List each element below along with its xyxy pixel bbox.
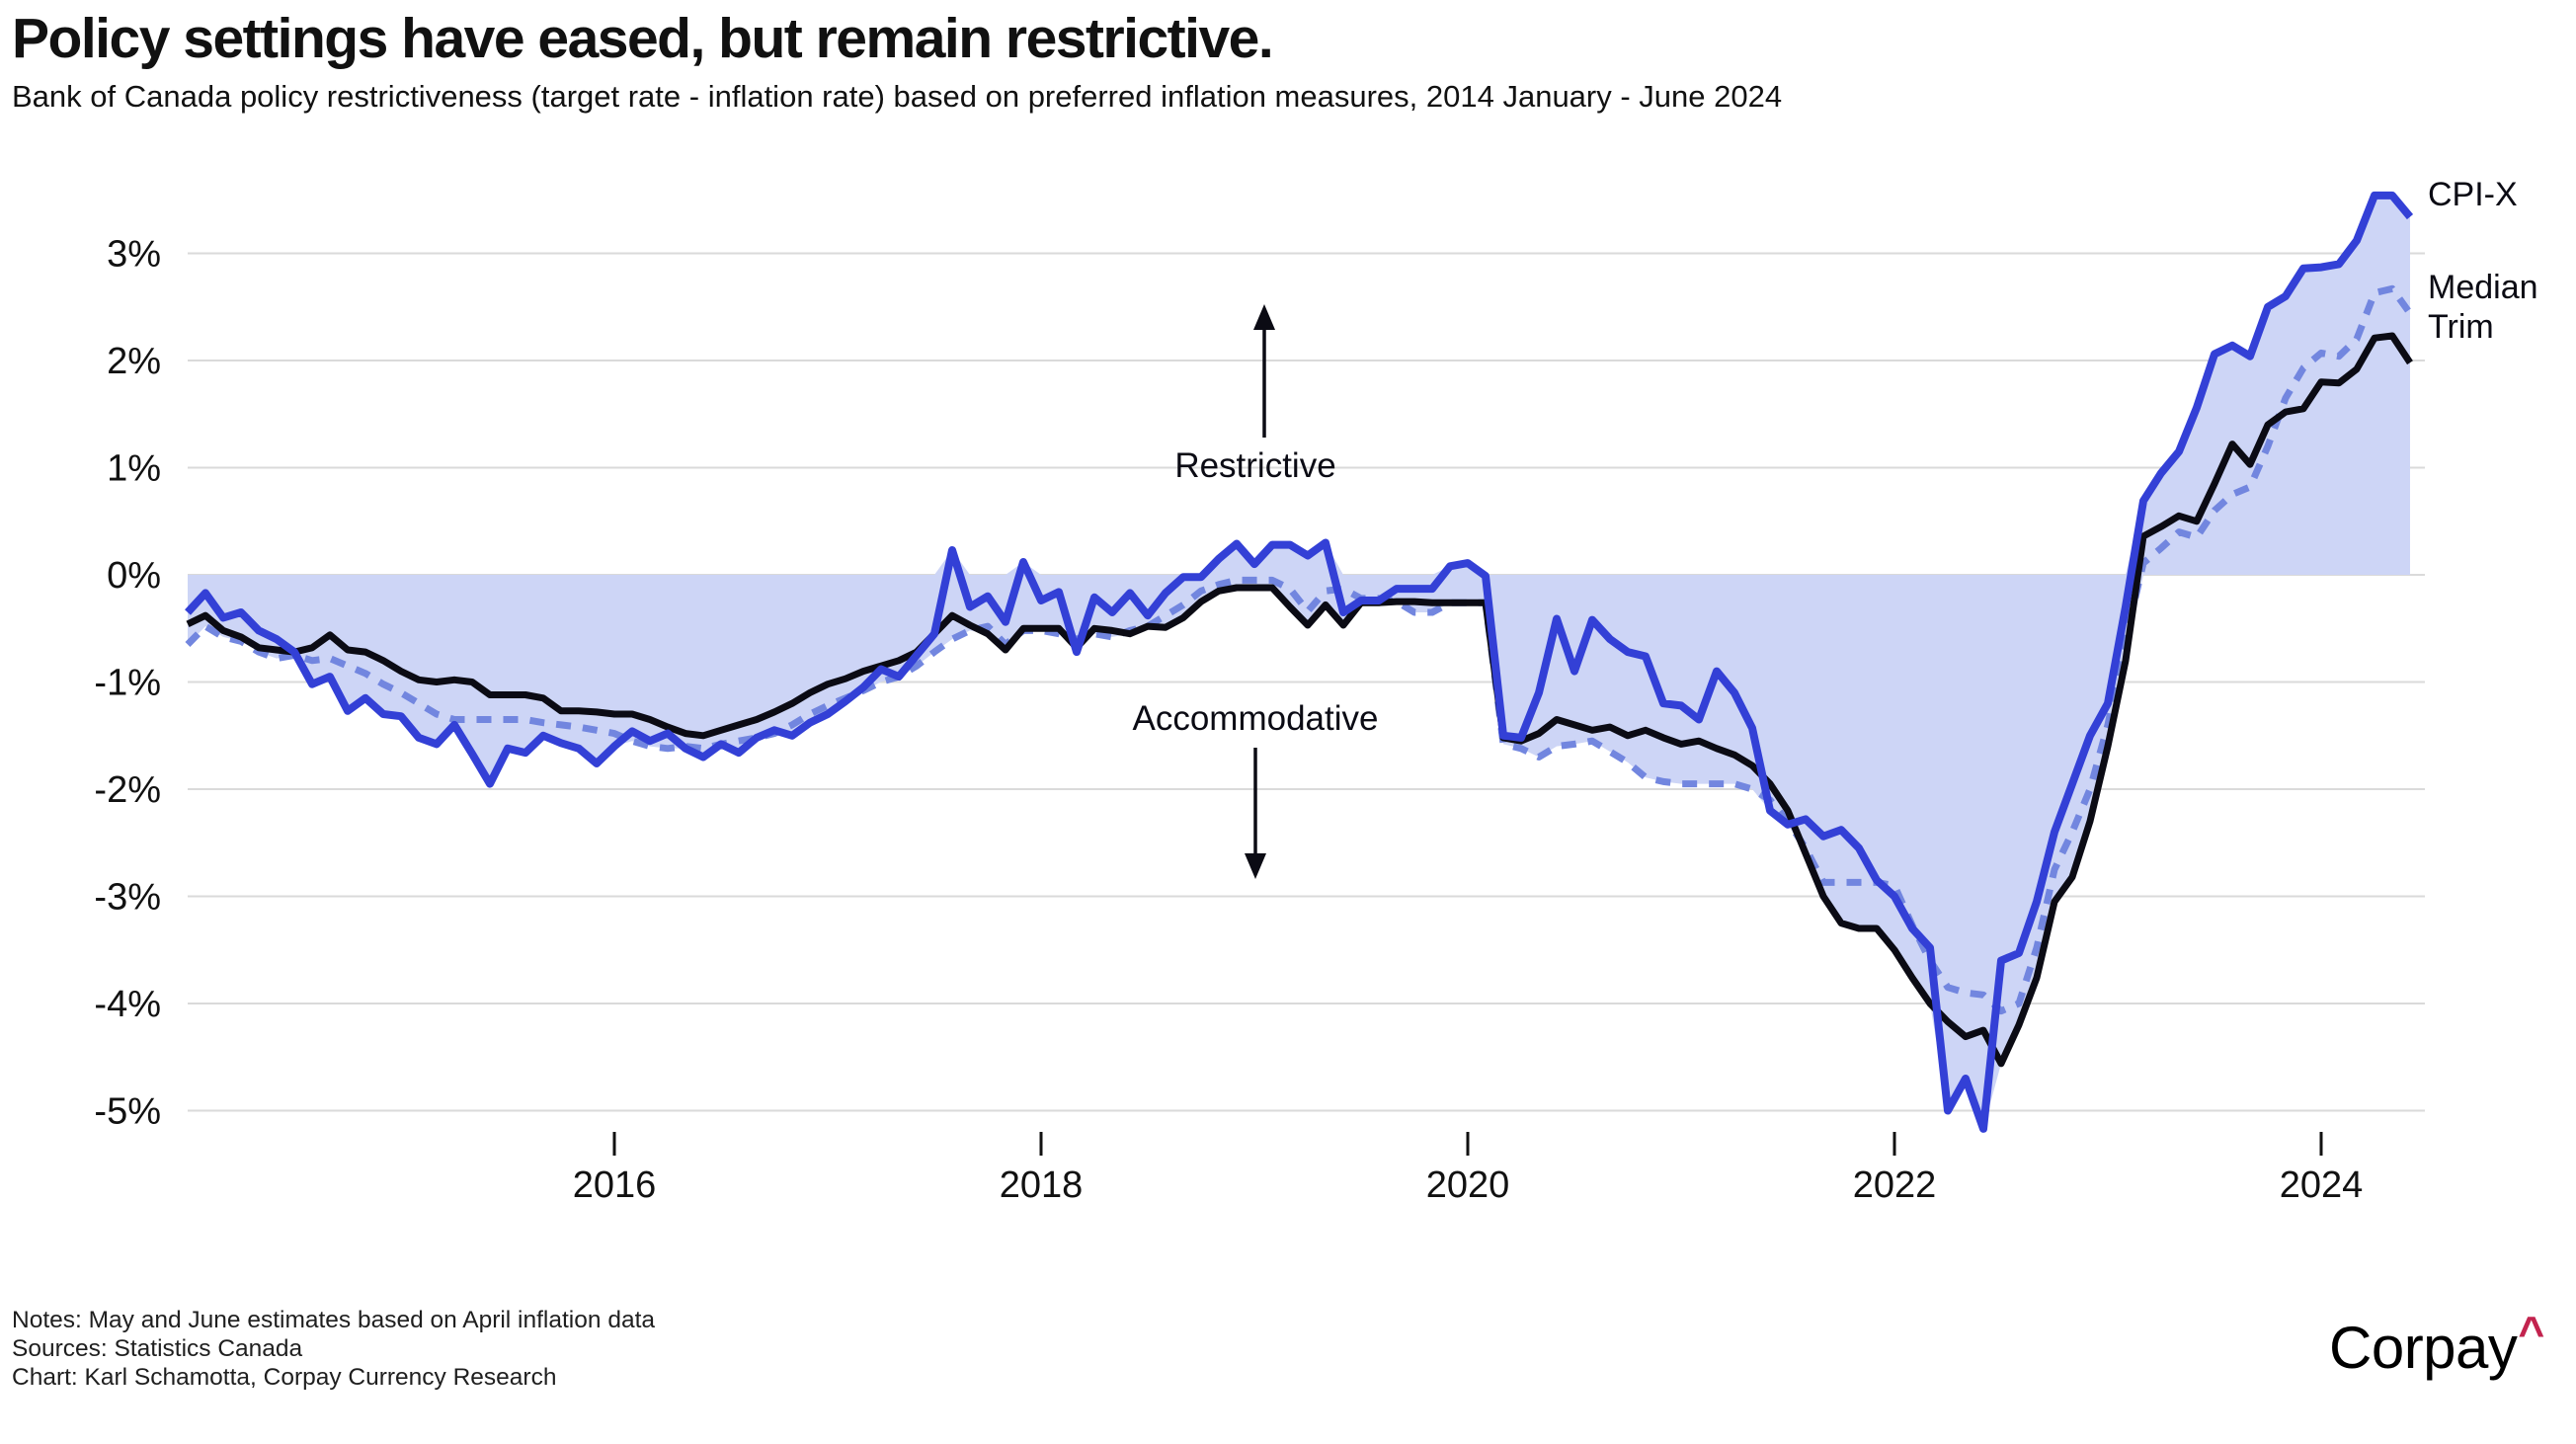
y-axis-label: -4% [94, 984, 161, 1025]
corpay-logo: Corpay^ [2329, 1307, 2544, 1382]
y-axis-label: 0% [107, 555, 161, 597]
x-axis-label: 2024 [2280, 1164, 2364, 1206]
annotation-restrictive: Restrictive [1174, 446, 1336, 485]
notes-line: Notes: May and June estimates based on A… [12, 1307, 655, 1333]
y-axis-label: -5% [94, 1091, 161, 1133]
series-label-cpix: CPI-X [2428, 176, 2518, 213]
accommodative-arrowhead-icon [1245, 853, 1266, 879]
series-label-trim: Trim [2428, 308, 2494, 346]
x-axis-label: 2018 [1000, 1164, 1084, 1206]
shaded-area [188, 195, 2410, 1129]
y-axis-label: -3% [94, 877, 161, 919]
y-axis-label: -2% [94, 769, 161, 811]
y-axis-label: -1% [94, 663, 161, 704]
chart-notes: Notes: May and June estimates based on A… [12, 1306, 655, 1392]
series-line-trim [186, 332, 2413, 1068]
series-label-median: Median [2428, 269, 2538, 306]
credit-line: Chart: Karl Schamotta, Corpay Currency R… [12, 1364, 557, 1391]
series-line-cpi-x [185, 191, 2414, 1133]
y-axis-label: 1% [107, 448, 161, 490]
corpay-logo-text: Corpay [2329, 1315, 2518, 1381]
x-axis-label: 2020 [1426, 1164, 1510, 1206]
y-axis-label: 2% [107, 341, 161, 382]
page-title: Policy settings have eased, but remain r… [12, 7, 1274, 70]
annotation-accommodative: Accommodative [1132, 699, 1379, 738]
x-axis-label: 2022 [1853, 1164, 1937, 1206]
series-line-median [185, 284, 2413, 1015]
sources-line: Sources: Statistics Canada [12, 1335, 303, 1362]
x-axis-label: 2016 [573, 1164, 657, 1206]
restrictive-arrowhead-icon [1253, 304, 1275, 330]
page-subtitle: Bank of Canada policy restrictiveness (t… [12, 79, 1783, 114]
y-axis-label: 3% [107, 234, 161, 276]
corpay-logo-caret-icon: ^ [2518, 1307, 2544, 1358]
